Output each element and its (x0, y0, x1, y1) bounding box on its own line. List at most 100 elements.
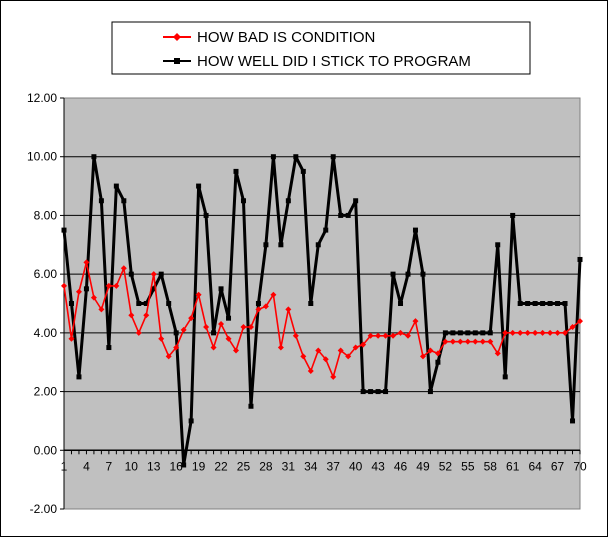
y-tick-label: 12.00 (27, 91, 57, 105)
legend: HOW BAD IS CONDITION HOW WELL DID I STIC… (111, 21, 531, 75)
legend-box (111, 21, 531, 75)
data-point (83, 259, 90, 266)
data-point (270, 291, 277, 298)
data-point (457, 330, 463, 336)
data-point (412, 227, 418, 233)
data-point (427, 347, 434, 354)
data-point (300, 168, 306, 174)
x-tick-label: 64 (528, 459, 542, 473)
x-tick-label: 46 (394, 459, 408, 473)
data-point (263, 242, 269, 248)
data-point (570, 418, 576, 424)
data-point (158, 335, 165, 342)
data-point (345, 212, 351, 218)
data-point (487, 330, 493, 336)
data-point (128, 271, 134, 277)
data-point (278, 242, 284, 248)
x-tick-label: 34 (304, 459, 318, 473)
data-point (68, 301, 74, 306)
data-point (442, 330, 448, 336)
series-condition (61, 259, 583, 380)
data-point (353, 198, 359, 204)
data-point (412, 318, 419, 325)
data-point (397, 329, 404, 336)
data-point (248, 403, 254, 409)
data-point (255, 301, 261, 306)
data-point (494, 350, 501, 357)
data-point (345, 353, 352, 360)
x-tick-label: 58 (484, 459, 498, 473)
data-point (390, 271, 396, 277)
data-point (158, 271, 164, 277)
data-point (61, 227, 67, 233)
data-point (577, 256, 583, 262)
data-point (525, 301, 531, 306)
data-point (524, 329, 531, 336)
data-point (330, 373, 337, 380)
series-line (63, 261, 581, 378)
data-point (90, 294, 97, 301)
x-tick-label: 49 (416, 459, 430, 473)
data-point (120, 265, 127, 272)
data-point (464, 338, 471, 345)
data-point (98, 306, 105, 313)
data-point (128, 312, 135, 319)
data-point (532, 301, 538, 306)
x-tick-label: 13 (147, 459, 161, 473)
x-tick-label: 40 (349, 459, 363, 473)
data-point (382, 332, 389, 339)
x-tick-label: 37 (327, 459, 341, 473)
x-tick-label: 52 (439, 459, 453, 473)
data-point (293, 154, 299, 160)
data-point (398, 301, 404, 306)
data-point (210, 344, 217, 351)
legend-marker-program (174, 58, 180, 64)
data-point (135, 329, 142, 336)
data-point (75, 288, 82, 295)
data-point (300, 353, 307, 360)
data-point (532, 329, 539, 336)
x-tick-label: 16 (169, 459, 183, 473)
data-point (405, 332, 411, 339)
data-point (472, 338, 479, 345)
data-point (76, 374, 82, 380)
data-point (226, 315, 232, 321)
x-tick-label: 28 (259, 459, 273, 473)
data-point (368, 389, 374, 395)
data-point (173, 330, 179, 336)
x-tick-label: 4 (83, 459, 90, 473)
data-point (547, 301, 553, 306)
data-point (449, 338, 456, 345)
y-tick-label: 10.00 (27, 150, 57, 164)
data-point (247, 323, 254, 330)
data-point (113, 282, 120, 289)
data-point (285, 306, 292, 313)
data-point (270, 154, 276, 160)
data-point (419, 353, 426, 360)
data-point (517, 329, 524, 336)
data-point (480, 330, 486, 336)
data-point (188, 418, 194, 424)
legend-label-program: HOW WELL DID I STICK TO PROGRAM (197, 53, 471, 70)
data-point (285, 198, 291, 204)
x-tick-label: 55 (461, 459, 475, 473)
data-point (390, 332, 397, 339)
data-point (337, 347, 344, 354)
data-point (435, 359, 441, 365)
x-tick-label: 7 (106, 459, 113, 473)
data-point (352, 344, 359, 351)
data-point (539, 329, 546, 336)
data-point (105, 282, 112, 289)
data-point (502, 329, 509, 336)
data-point (562, 301, 568, 306)
data-point (106, 345, 112, 351)
data-point (315, 242, 321, 248)
data-point (143, 301, 149, 306)
data-point (203, 212, 209, 218)
data-point (83, 286, 89, 292)
x-tick-label: 31 (282, 459, 296, 473)
y-tick-label: 8.00 (34, 208, 58, 222)
data-point (322, 356, 329, 363)
data-point (375, 332, 382, 339)
x-tick-label: 61 (506, 459, 520, 473)
